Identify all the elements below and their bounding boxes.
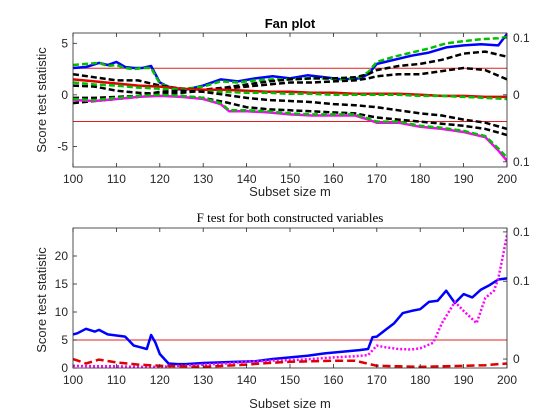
right-side-label: 0 xyxy=(513,352,520,366)
x-tick-label: 100 xyxy=(63,373,83,387)
x-tick-label: 150 xyxy=(280,373,300,387)
f-test-ylabel: Score test statistic xyxy=(34,247,49,353)
x-tick-label: 150 xyxy=(280,172,300,186)
x-tick-label: 140 xyxy=(237,172,257,186)
x-tick-label: 110 xyxy=(107,373,126,387)
y-tick-label: 0 xyxy=(61,88,68,102)
series-line-9 xyxy=(73,93,507,159)
y-tick-label: 10 xyxy=(55,305,69,319)
x-tick-label: 170 xyxy=(367,373,387,387)
x-tick-label: 180 xyxy=(410,373,430,387)
x-tick-label: 120 xyxy=(150,172,170,186)
plot-clipped-layer xyxy=(73,234,507,368)
right-side-label: 0.1 xyxy=(513,155,530,169)
x-tick-label: 170 xyxy=(367,172,387,186)
right-side-label: 0.1 xyxy=(513,274,530,288)
plot-background xyxy=(73,228,507,368)
right-side-label: 0 xyxy=(513,88,520,102)
x-tick-label: 140 xyxy=(237,373,257,387)
y-tick-label: 15 xyxy=(55,277,69,291)
series-line-1 xyxy=(73,234,507,368)
fan-plot-ylabel: Score test statistic xyxy=(34,47,49,153)
x-tick-label: 200 xyxy=(497,373,517,387)
x-tick-label: 110 xyxy=(107,172,126,186)
series-line-5 xyxy=(73,81,507,101)
series-line-0 xyxy=(73,277,507,366)
y-tick-label: 0 xyxy=(61,361,68,375)
f-test-plot-area: 100 110 120 130 140 150 160 170 180 190 2000510152… xyxy=(55,225,530,387)
x-tick-label: 200 xyxy=(497,172,517,186)
f-test-panel: F test for both constructed variables 10… xyxy=(34,210,530,411)
x-tick-label: 130 xyxy=(193,373,213,387)
series-line-2 xyxy=(73,357,507,368)
x-tick-label: 160 xyxy=(323,172,343,186)
x-tick-label: 100 xyxy=(63,172,83,186)
x-tick-label: 160 xyxy=(323,373,343,387)
y-tick-label: -5 xyxy=(57,139,68,153)
f-test-xlabel: Subset size m xyxy=(249,396,331,411)
x-tick-label: 130 xyxy=(193,172,213,186)
y-tick-label: 5 xyxy=(61,36,68,50)
series-line-1 xyxy=(73,35,507,90)
x-tick-label: 120 xyxy=(150,373,170,387)
right-side-label: 0.1 xyxy=(513,225,530,239)
fan-plot-panel: Fan plot 100 110 120 130 140 150 160 170 180 190 2… xyxy=(34,16,530,199)
f-test-title: F test for both constructed variables xyxy=(197,210,384,225)
y-tick-label: 20 xyxy=(55,249,69,263)
plot-clipped-layer xyxy=(73,33,507,162)
series-line-2 xyxy=(73,50,507,91)
x-tick-label: 180 xyxy=(410,172,430,186)
x-tick-label: 190 xyxy=(454,373,474,387)
fan-plot-area: 100 110 120 130 140 150 160 170 180 190 200 -5 0 5 0.1… xyxy=(57,31,530,186)
right-side-label: 0.1 xyxy=(513,31,530,45)
y-tick-label: 5 xyxy=(61,333,68,347)
fan-plot-xlabel: Subset size m xyxy=(249,184,331,199)
x-tick-label: 190 xyxy=(454,172,474,186)
fan-plot-title: Fan plot xyxy=(265,16,316,31)
